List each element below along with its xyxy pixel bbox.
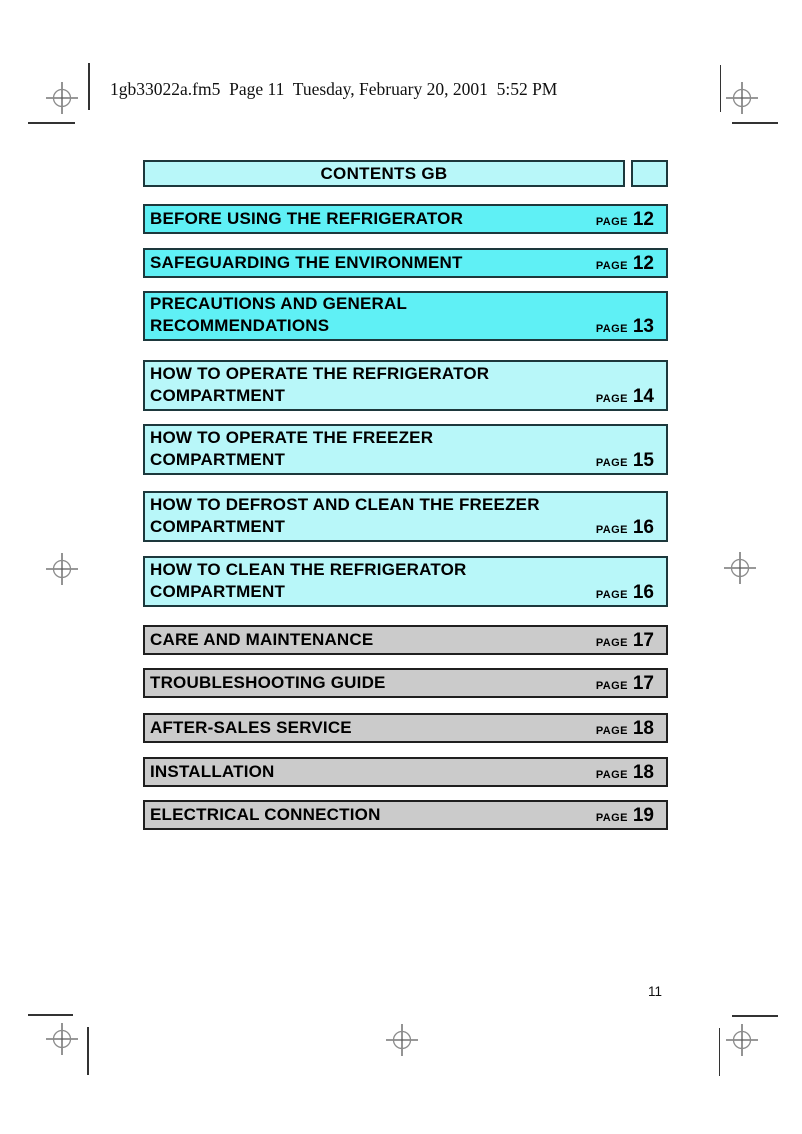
page-number: 12 [632,209,654,230]
toc-entry-electrical-connection: ELECTRICAL CONNECTION PAGE 19 [143,800,668,830]
toc-entry-page-ref: PAGE 15 [595,450,654,471]
crop-mark-line [86,1027,89,1075]
toc-entry-page-ref: PAGE 18 [595,718,654,739]
toc-entry-title: INSTALLATION [150,762,275,781]
folio-page-number: 11 [648,984,663,999]
toc-entry-clean-refrigerator: HOW TO CLEAN THE REFRIGERATOR COMPARTMEN… [143,556,668,607]
page-word: PAGE [595,260,628,272]
contents-title: CONTENTS GB [320,163,448,183]
toc-entry-safeguarding: SAFEGUARDING THE ENVIRONMENT PAGE 12 [143,248,668,278]
toc-entry-page-ref: PAGE 14 [595,386,654,407]
crop-mark-line [718,1028,720,1076]
crop-mark-line [732,122,778,124]
page-number: 13 [632,316,654,337]
crop-mark-line [719,65,721,112]
toc-entry-title: SAFEGUARDING THE ENVIRONMENT [150,253,463,272]
registration-mark-icon [46,1023,78,1055]
toc-entry-operate-refrigerator: HOW TO OPERATE THE REFRIGERATOR COMPARTM… [143,360,668,411]
page-word: PAGE [595,393,628,405]
crop-mark-line [28,122,75,124]
page-word: PAGE [595,637,628,649]
page-number: 19 [632,805,654,826]
registration-mark-icon [386,1024,418,1056]
toc-entry-title: HOW TO CLEAN THE REFRIGERATOR COMPARTMEN… [150,560,467,601]
toc-entry-before-using: BEFORE USING THE REFRIGERATOR PAGE 12 [143,204,668,234]
toc-entry-troubleshooting: TROUBLESHOOTING GUIDE PAGE 17 [143,668,668,698]
page-number: 12 [632,253,654,274]
contents-title-box: CONTENTS GB [143,160,625,187]
crop-mark-line [732,1015,778,1017]
page-word: PAGE [595,216,628,228]
toc-entry-title: PRECAUTIONS AND GENERAL RECOMMENDATIONS [150,294,408,335]
crop-mark-line [28,1014,73,1016]
page-number: 17 [632,673,654,694]
page-number: 14 [632,386,654,407]
page-number: 16 [632,517,654,538]
page-word: PAGE [595,323,628,335]
toc-entry-page-ref: PAGE 17 [595,673,654,694]
toc-entry-title: HOW TO OPERATE THE REFRIGERATOR COMPARTM… [150,364,490,405]
page-word: PAGE [595,680,628,692]
toc-entry-title: HOW TO OPERATE THE FREEZER COMPARTMENT [150,428,434,469]
page-number: 18 [632,762,654,783]
page-word: PAGE [595,457,628,469]
toc-entry-page-ref: PAGE 12 [595,209,654,230]
page-word: PAGE [595,524,628,536]
toc-entry-after-sales: AFTER-SALES SERVICE PAGE 18 [143,713,668,743]
registration-mark-icon [724,552,756,584]
page-word: PAGE [595,725,628,737]
registration-mark-icon [726,1024,758,1056]
registration-mark-icon [46,82,78,114]
toc-entry-defrost-clean-freezer: HOW TO DEFROST AND CLEAN THE FREEZER COM… [143,491,668,542]
toc-entry-page-ref: PAGE 16 [595,517,654,538]
toc-entry-title: ELECTRICAL CONNECTION [150,805,381,824]
toc-entry-title: CARE AND MAINTENANCE [150,630,374,649]
page-word: PAGE [595,812,628,824]
page-word: PAGE [595,769,628,781]
registration-mark-icon [726,82,758,114]
page-number: 18 [632,718,654,739]
contents-side-box [631,160,668,187]
toc-entry-page-ref: PAGE 13 [595,316,654,337]
toc-entry-installation: INSTALLATION PAGE 18 [143,757,668,787]
page-number: 15 [632,450,654,471]
toc-entry-title: AFTER-SALES SERVICE [150,718,352,737]
toc-entry-title: TROUBLESHOOTING GUIDE [150,673,386,692]
toc-entry-title: HOW TO DEFROST AND CLEAN THE FREEZER COM… [150,495,540,536]
toc-entry-title: BEFORE USING THE REFRIGERATOR [150,209,464,228]
page-number: 16 [632,582,654,603]
toc-entry-precautions: PRECAUTIONS AND GENERAL RECOMMENDATIONS … [143,291,668,341]
page-word: PAGE [595,589,628,601]
toc-entry-page-ref: PAGE 17 [595,630,654,651]
page-number: 17 [632,630,654,651]
registration-mark-icon [46,553,78,585]
toc-entry-operate-freezer: HOW TO OPERATE THE FREEZER COMPARTMENT P… [143,424,668,475]
crop-mark-line [87,63,90,110]
toc-entry-page-ref: PAGE 12 [595,253,654,274]
print-header-line: 1gb33022a.fm5 Page 11 Tuesday, February … [110,79,558,99]
toc-entry-page-ref: PAGE 18 [595,762,654,783]
toc-entry-page-ref: PAGE 19 [595,805,654,826]
toc-entry-page-ref: PAGE 16 [595,582,654,603]
toc-entry-care-maintenance: CARE AND MAINTENANCE PAGE 17 [143,625,668,655]
